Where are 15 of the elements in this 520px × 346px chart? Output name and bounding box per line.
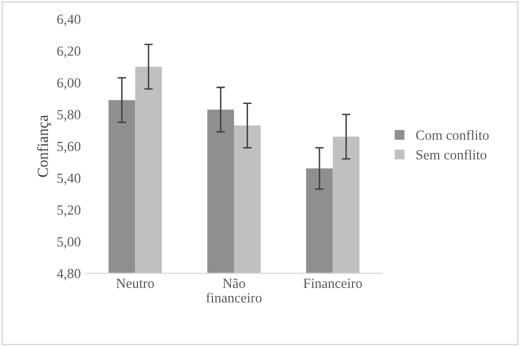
y-tick-label: 4,80 — [56, 268, 80, 280]
y-tick-label: 5,00 — [57, 237, 80, 249]
y-tick-label: 5,20 — [57, 205, 80, 217]
x-tick-label: Não financeiro — [206, 278, 262, 302]
y-tick-label: 6,40 — [57, 14, 80, 26]
y-tick-label: 5,60 — [57, 142, 80, 154]
legend-label: Com conflito — [416, 130, 489, 140]
legend-label: Sem conflito — [416, 150, 486, 160]
x-tick-label: Neutro — [116, 278, 154, 288]
y-tick-label: 5,40 — [57, 174, 80, 185]
y-tick-label: 6,00 — [57, 78, 80, 90]
y-tick-label: 6,20 — [57, 46, 80, 58]
y-tick-label: 5,80 — [57, 110, 80, 122]
y-axis-title: Confiança — [37, 115, 52, 177]
x-tick-label: Financeiro — [304, 278, 362, 288]
